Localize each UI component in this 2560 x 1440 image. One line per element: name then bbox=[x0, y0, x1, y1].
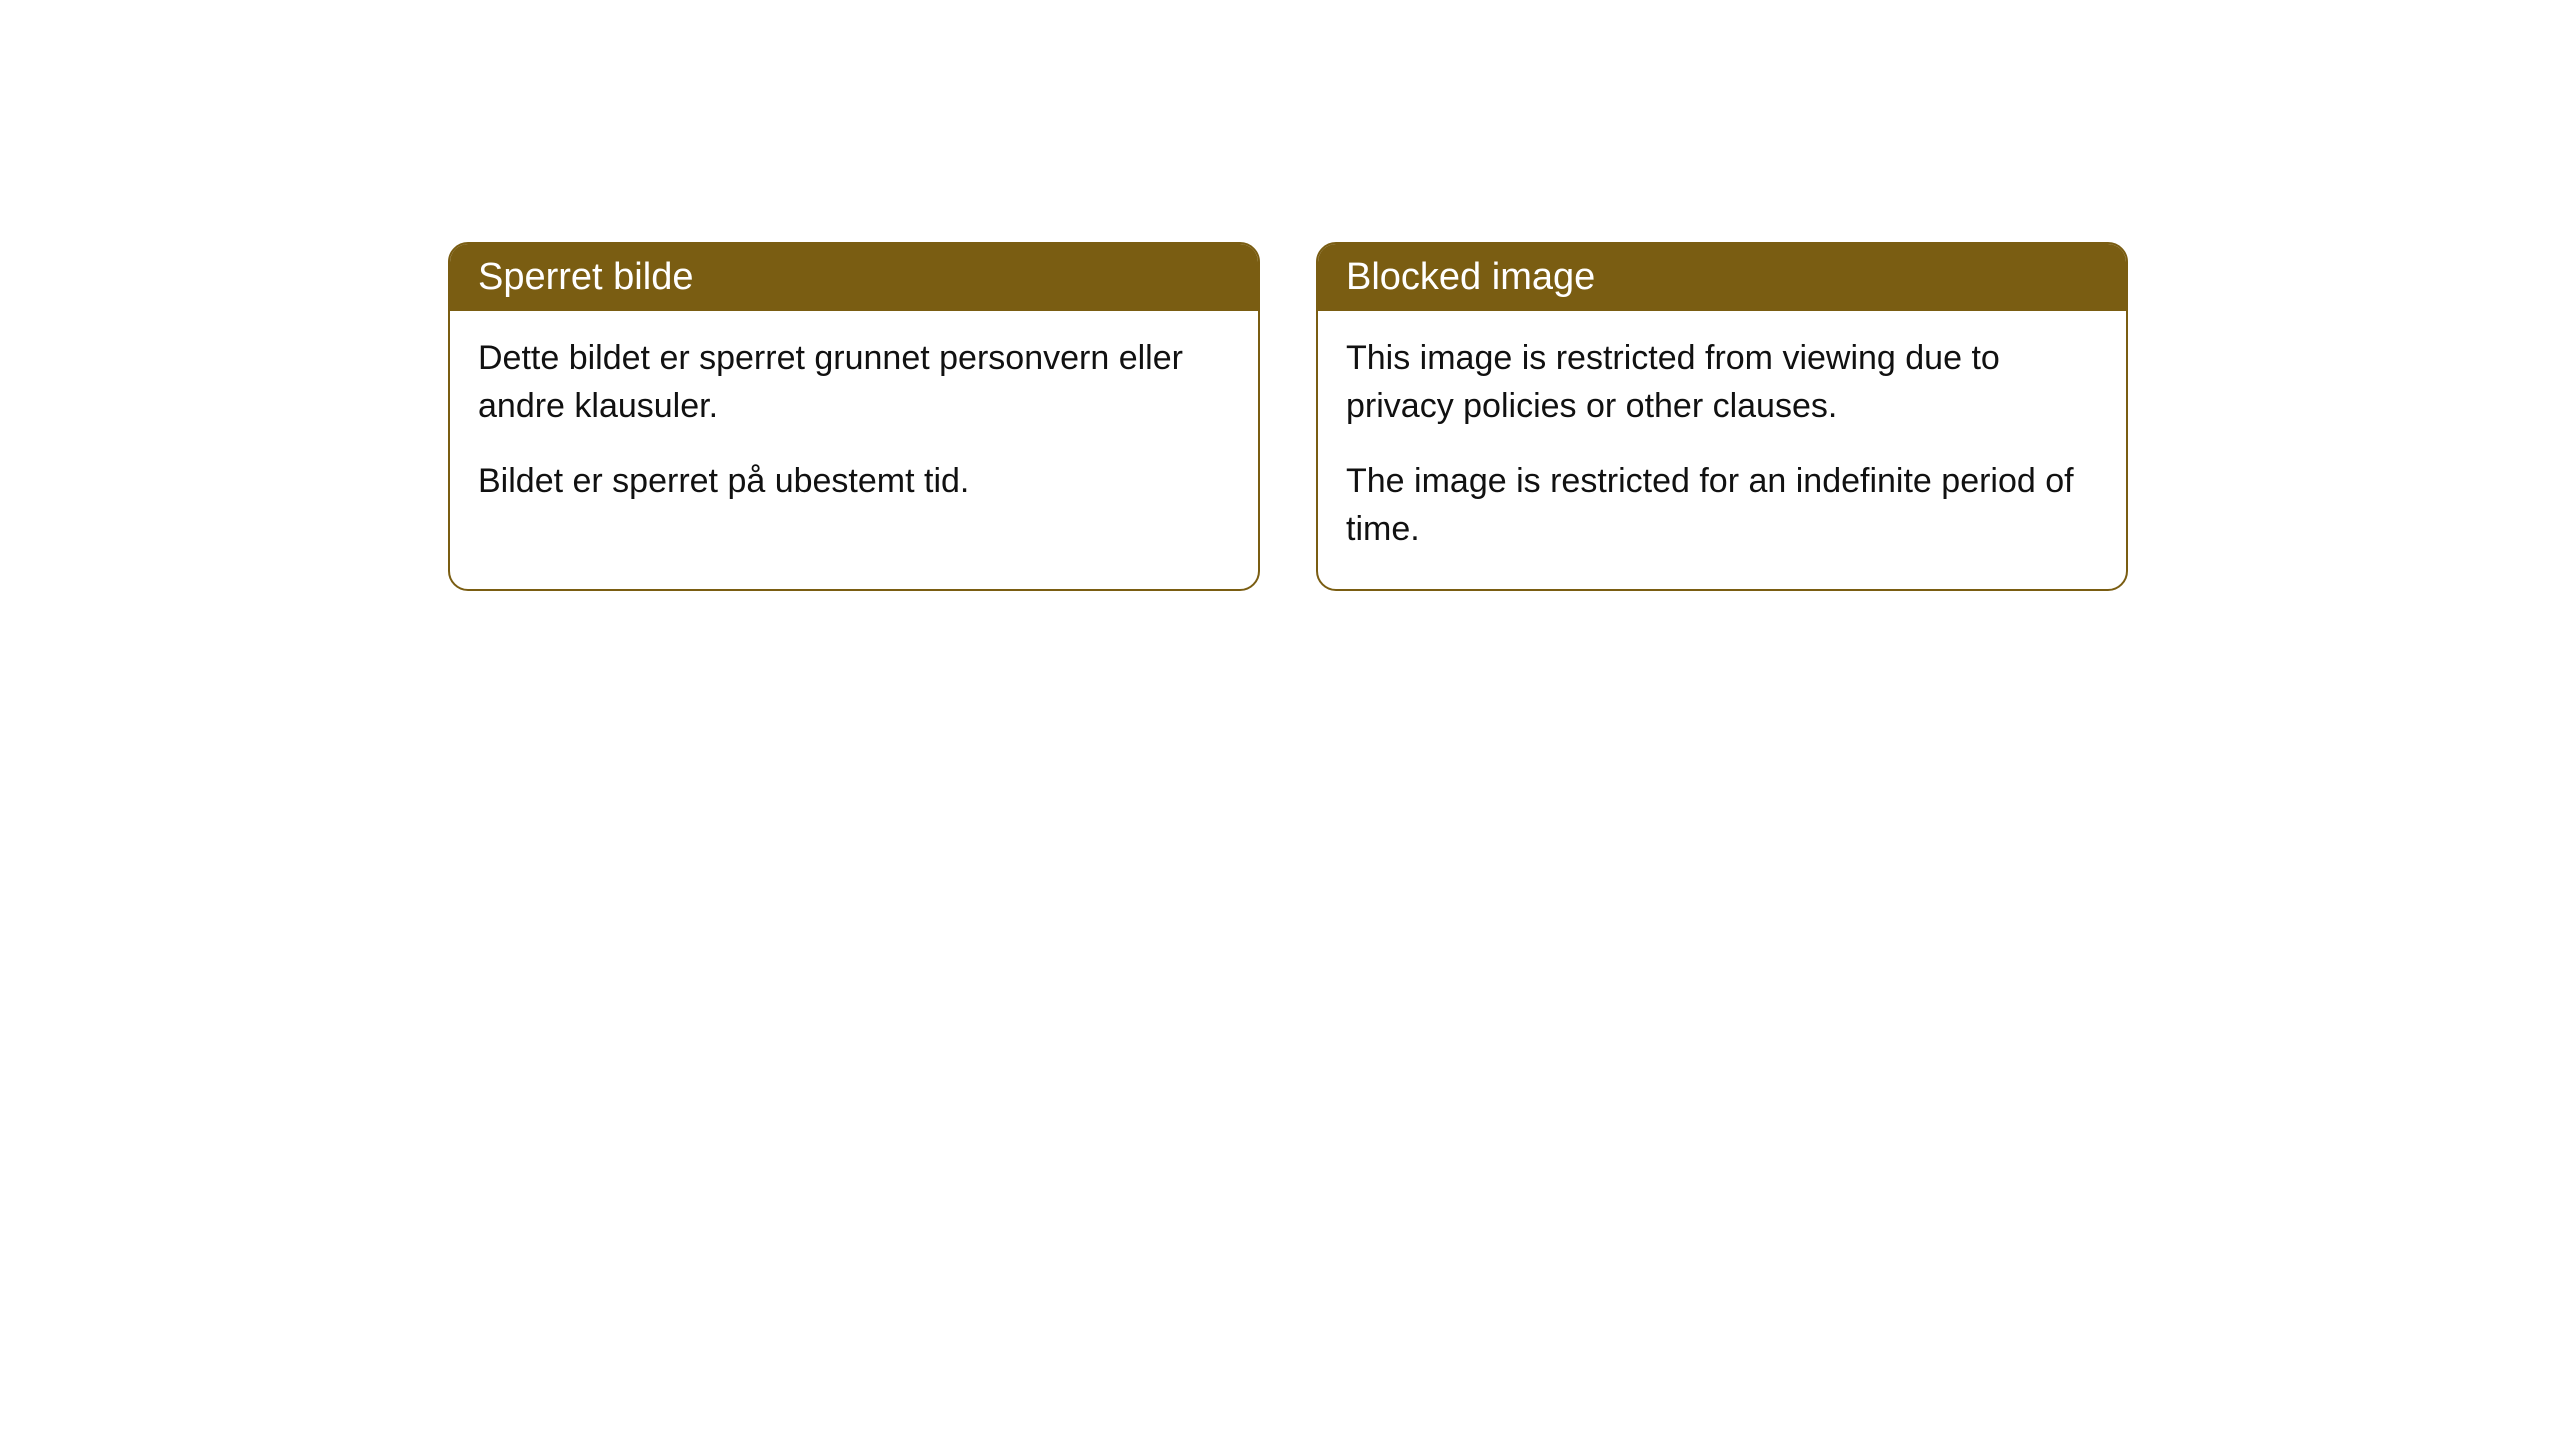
card-paragraph: Dette bildet er sperret grunnet personve… bbox=[478, 335, 1230, 430]
card-paragraph: The image is restricted for an indefinit… bbox=[1346, 458, 2098, 553]
blocked-image-card-english: Blocked image This image is restricted f… bbox=[1316, 242, 2128, 591]
card-header: Sperret bilde bbox=[450, 244, 1258, 311]
card-paragraph: Bildet er sperret på ubestemt tid. bbox=[478, 458, 1230, 506]
card-paragraph: This image is restricted from viewing du… bbox=[1346, 335, 2098, 430]
card-body: Dette bildet er sperret grunnet personve… bbox=[450, 311, 1258, 542]
card-title: Blocked image bbox=[1346, 256, 1595, 298]
card-container: Sperret bilde Dette bildet er sperret gr… bbox=[0, 0, 2560, 591]
card-body: This image is restricted from viewing du… bbox=[1318, 311, 2126, 589]
blocked-image-card-norwegian: Sperret bilde Dette bildet er sperret gr… bbox=[448, 242, 1260, 591]
card-title: Sperret bilde bbox=[478, 256, 693, 298]
card-header: Blocked image bbox=[1318, 244, 2126, 311]
